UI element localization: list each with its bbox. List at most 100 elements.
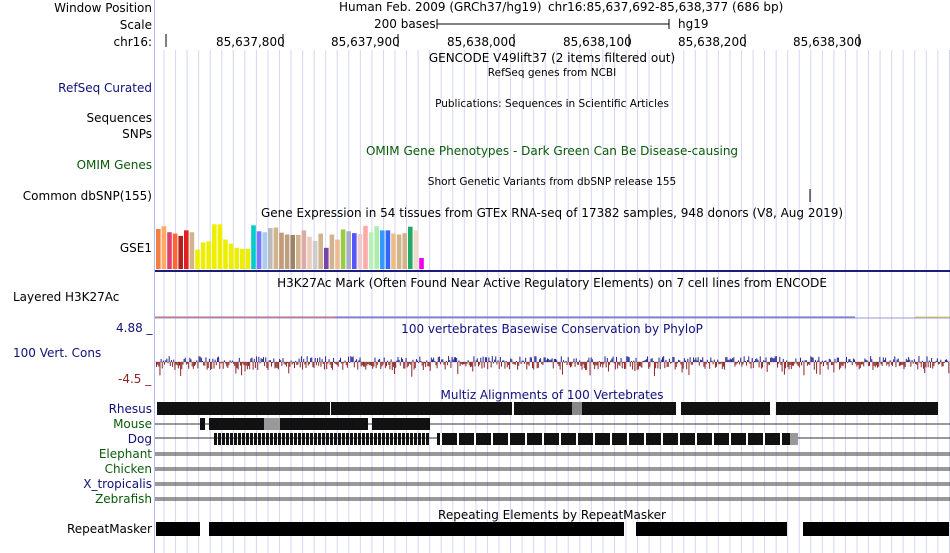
- species-label-mouse[interactable]: Mouse: [113, 417, 152, 431]
- cons-pos-bar: [889, 360, 891, 362]
- cons-neg-bar: [175, 362, 177, 365]
- cons-neg-bar: [479, 362, 481, 365]
- track-title-refseq[interactable]: RefSeq genes from NCBI: [487, 67, 617, 79]
- cons-neg-bar: [640, 362, 642, 367]
- track-title-conservation[interactable]: 100 vertebrates Basewise Conservation by…: [401, 322, 703, 336]
- cons-neg-bar: [681, 362, 683, 373]
- mouse-block: [200, 418, 205, 430]
- dog-block: [286, 433, 289, 445]
- cons-neg-bar: [514, 362, 516, 365]
- dog-block: [398, 433, 401, 445]
- cons-neg-bar: [188, 362, 190, 369]
- cons-pos-bar: [935, 360, 937, 362]
- cons-neg-bar: [783, 362, 785, 375]
- dog-block: [414, 433, 417, 445]
- track-label-snps[interactable]: SNPs: [122, 127, 152, 141]
- cons-neg-bar: [537, 362, 539, 368]
- dog-block: [790, 433, 798, 445]
- cons-neg-bar: [512, 362, 514, 364]
- gtex-bar: [368, 232, 374, 269]
- cons-pos-bar: [565, 360, 567, 362]
- cons-neg-bar: [823, 362, 824, 367]
- track-title-omim[interactable]: OMIM Gene Phenotypes - Dark Green Can Be…: [365, 144, 739, 158]
- cons-neg-bar: [259, 362, 261, 364]
- track-label-repeatmasker[interactable]: RepeatMasker: [66, 522, 152, 536]
- cons-pos-bar: [310, 357, 312, 362]
- track-label-omim-genes[interactable]: OMIM Genes: [76, 158, 152, 172]
- cons-pos-bar: [588, 357, 590, 362]
- track-title-gtex[interactable]: Gene Expression in 54 tissues from GTEx …: [260, 206, 844, 220]
- cons-pos-bar: [165, 360, 167, 362]
- cons-neg-bar: [330, 362, 332, 368]
- cons-neg-bar: [902, 362, 904, 365]
- dog-block: [402, 433, 405, 445]
- cons-pos-bar: [740, 357, 742, 362]
- cons-neg-bar: [281, 362, 283, 366]
- browser-image[interactable]: [155, 0, 950, 553]
- dog-block: [318, 433, 321, 445]
- cons-neg-bar: [892, 362, 893, 366]
- gtex-bar: [363, 225, 368, 269]
- species-label-elephant[interactable]: Elephant: [98, 447, 152, 461]
- scale-bar-label: 200 bases: [374, 17, 436, 31]
- species-label-x-tropicalis[interactable]: X_tropicalis: [83, 477, 152, 491]
- track-title-h3k27ac[interactable]: H3K27Ac Mark (Often Found Near Active Re…: [277, 276, 827, 290]
- cons-neg-bar: [292, 362, 294, 364]
- cons-neg-bar: [670, 362, 672, 364]
- cons-neg-bar: [277, 362, 279, 370]
- track-label-layered-h3k27ac[interactable]: Layered H3K27Ac: [13, 290, 120, 304]
- species-label-rhesus[interactable]: Rhesus: [108, 402, 152, 416]
- cons-pos-bar: [921, 360, 923, 362]
- dog-gap: [440, 433, 442, 445]
- cons-neg-bar: [302, 362, 304, 370]
- gtex-bar: [228, 243, 234, 269]
- cons-neg-bar: [257, 362, 259, 370]
- species-label-dog[interactable]: Dog: [127, 432, 152, 446]
- cons-neg-bar: [457, 362, 459, 375]
- track-title-publications[interactable]: Publications: Sequences in Scientific Ar…: [435, 98, 669, 110]
- cons-pos-bar: [658, 357, 660, 362]
- cons-neg-bar: [915, 362, 916, 365]
- cons-pos-bar: [728, 359, 730, 362]
- track-title-dbsnp[interactable]: Short Genetic Variants from dbSNP releas…: [427, 176, 677, 188]
- cons-neg-bar: [655, 362, 657, 369]
- cons-pos-bar: [218, 356, 220, 362]
- cons-neg-bar: [682, 362, 684, 369]
- gtex-bar: [413, 230, 419, 269]
- cons-pos-bar: [560, 356, 562, 362]
- track-label-gse1[interactable]: GSE1: [119, 241, 152, 255]
- cons-pos-bar: [825, 360, 827, 362]
- cons-pos-bar: [567, 357, 569, 362]
- gtex-bar: [172, 233, 178, 269]
- cons-neg-bar: [797, 362, 799, 366]
- species-label-zebrafish[interactable]: Zebrafish: [95, 492, 152, 506]
- species-label-chicken[interactable]: Chicken: [104, 462, 152, 476]
- track-label-100-vert-cons[interactable]: 100 Vert. Cons: [13, 346, 102, 360]
- cons-neg-bar: [835, 362, 837, 364]
- dog-gap: [593, 433, 595, 445]
- track-title-gencode[interactable]: GENCODE V49lift37 (2 items filtered out): [428, 51, 676, 65]
- dog-block: [302, 433, 305, 445]
- dog-block: [298, 433, 301, 445]
- gtex-bar: [256, 231, 262, 269]
- gtex-bar: [184, 230, 189, 269]
- track-title-multiz[interactable]: Multiz Alignments of 100 Vertebrates: [440, 388, 664, 402]
- cons-pos-bar: [543, 357, 545, 362]
- ruler-tick-label: 85,637,800: [216, 35, 285, 49]
- cons-neg-bar: [239, 362, 241, 366]
- cons-pos-bar: [253, 358, 255, 362]
- cons-pos-bar: [434, 360, 436, 362]
- cons-neg-bar: [204, 362, 206, 366]
- track-label-common-dbsnp[interactable]: Common dbSNP(155): [22, 189, 152, 203]
- cons-neg-bar: [586, 362, 588, 370]
- cons-pos-bar: [420, 360, 422, 362]
- label-window-position: Window Position: [54, 1, 152, 15]
- cons-pos-bar: [548, 358, 550, 362]
- cons-pos-bar: [743, 356, 745, 362]
- track-title-repeatmasker[interactable]: Repeating Elements by RepeatMasker: [438, 508, 666, 522]
- cons-neg-bar: [235, 362, 237, 374]
- track-label-refseq-curated[interactable]: RefSeq Curated: [58, 81, 152, 95]
- track-label-sequences[interactable]: Sequences: [86, 111, 152, 125]
- cons-neg-bar: [831, 362, 833, 366]
- cons-pos-bar: [359, 357, 361, 362]
